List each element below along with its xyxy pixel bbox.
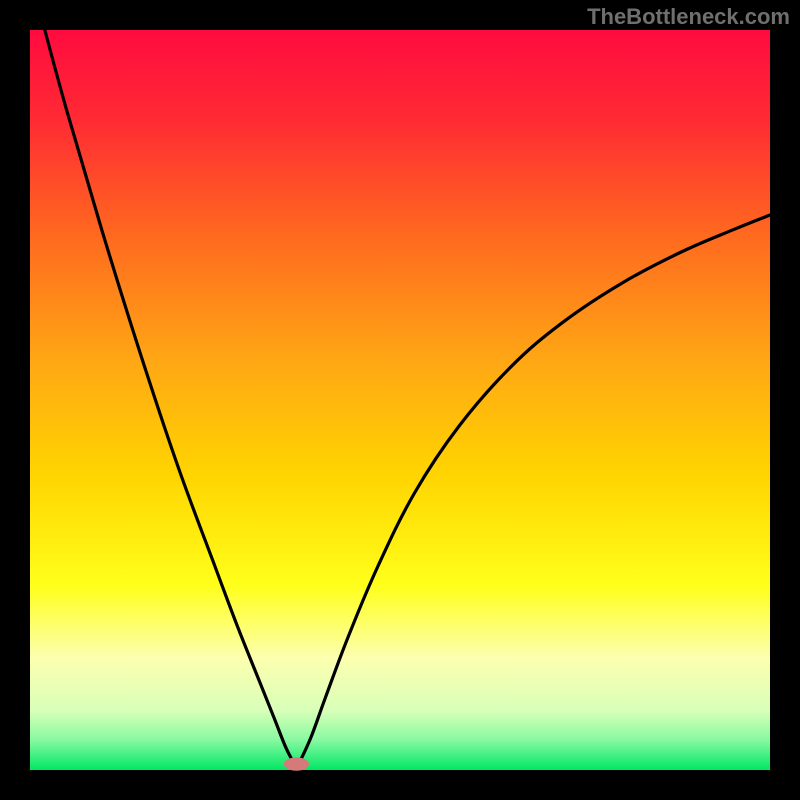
bottleneck-chart (0, 0, 800, 800)
chart-background-gradient (30, 30, 770, 770)
bottleneck-marker (284, 757, 309, 770)
watermark-text: TheBottleneck.com (587, 4, 790, 30)
chart-outer: TheBottleneck.com (0, 0, 800, 800)
